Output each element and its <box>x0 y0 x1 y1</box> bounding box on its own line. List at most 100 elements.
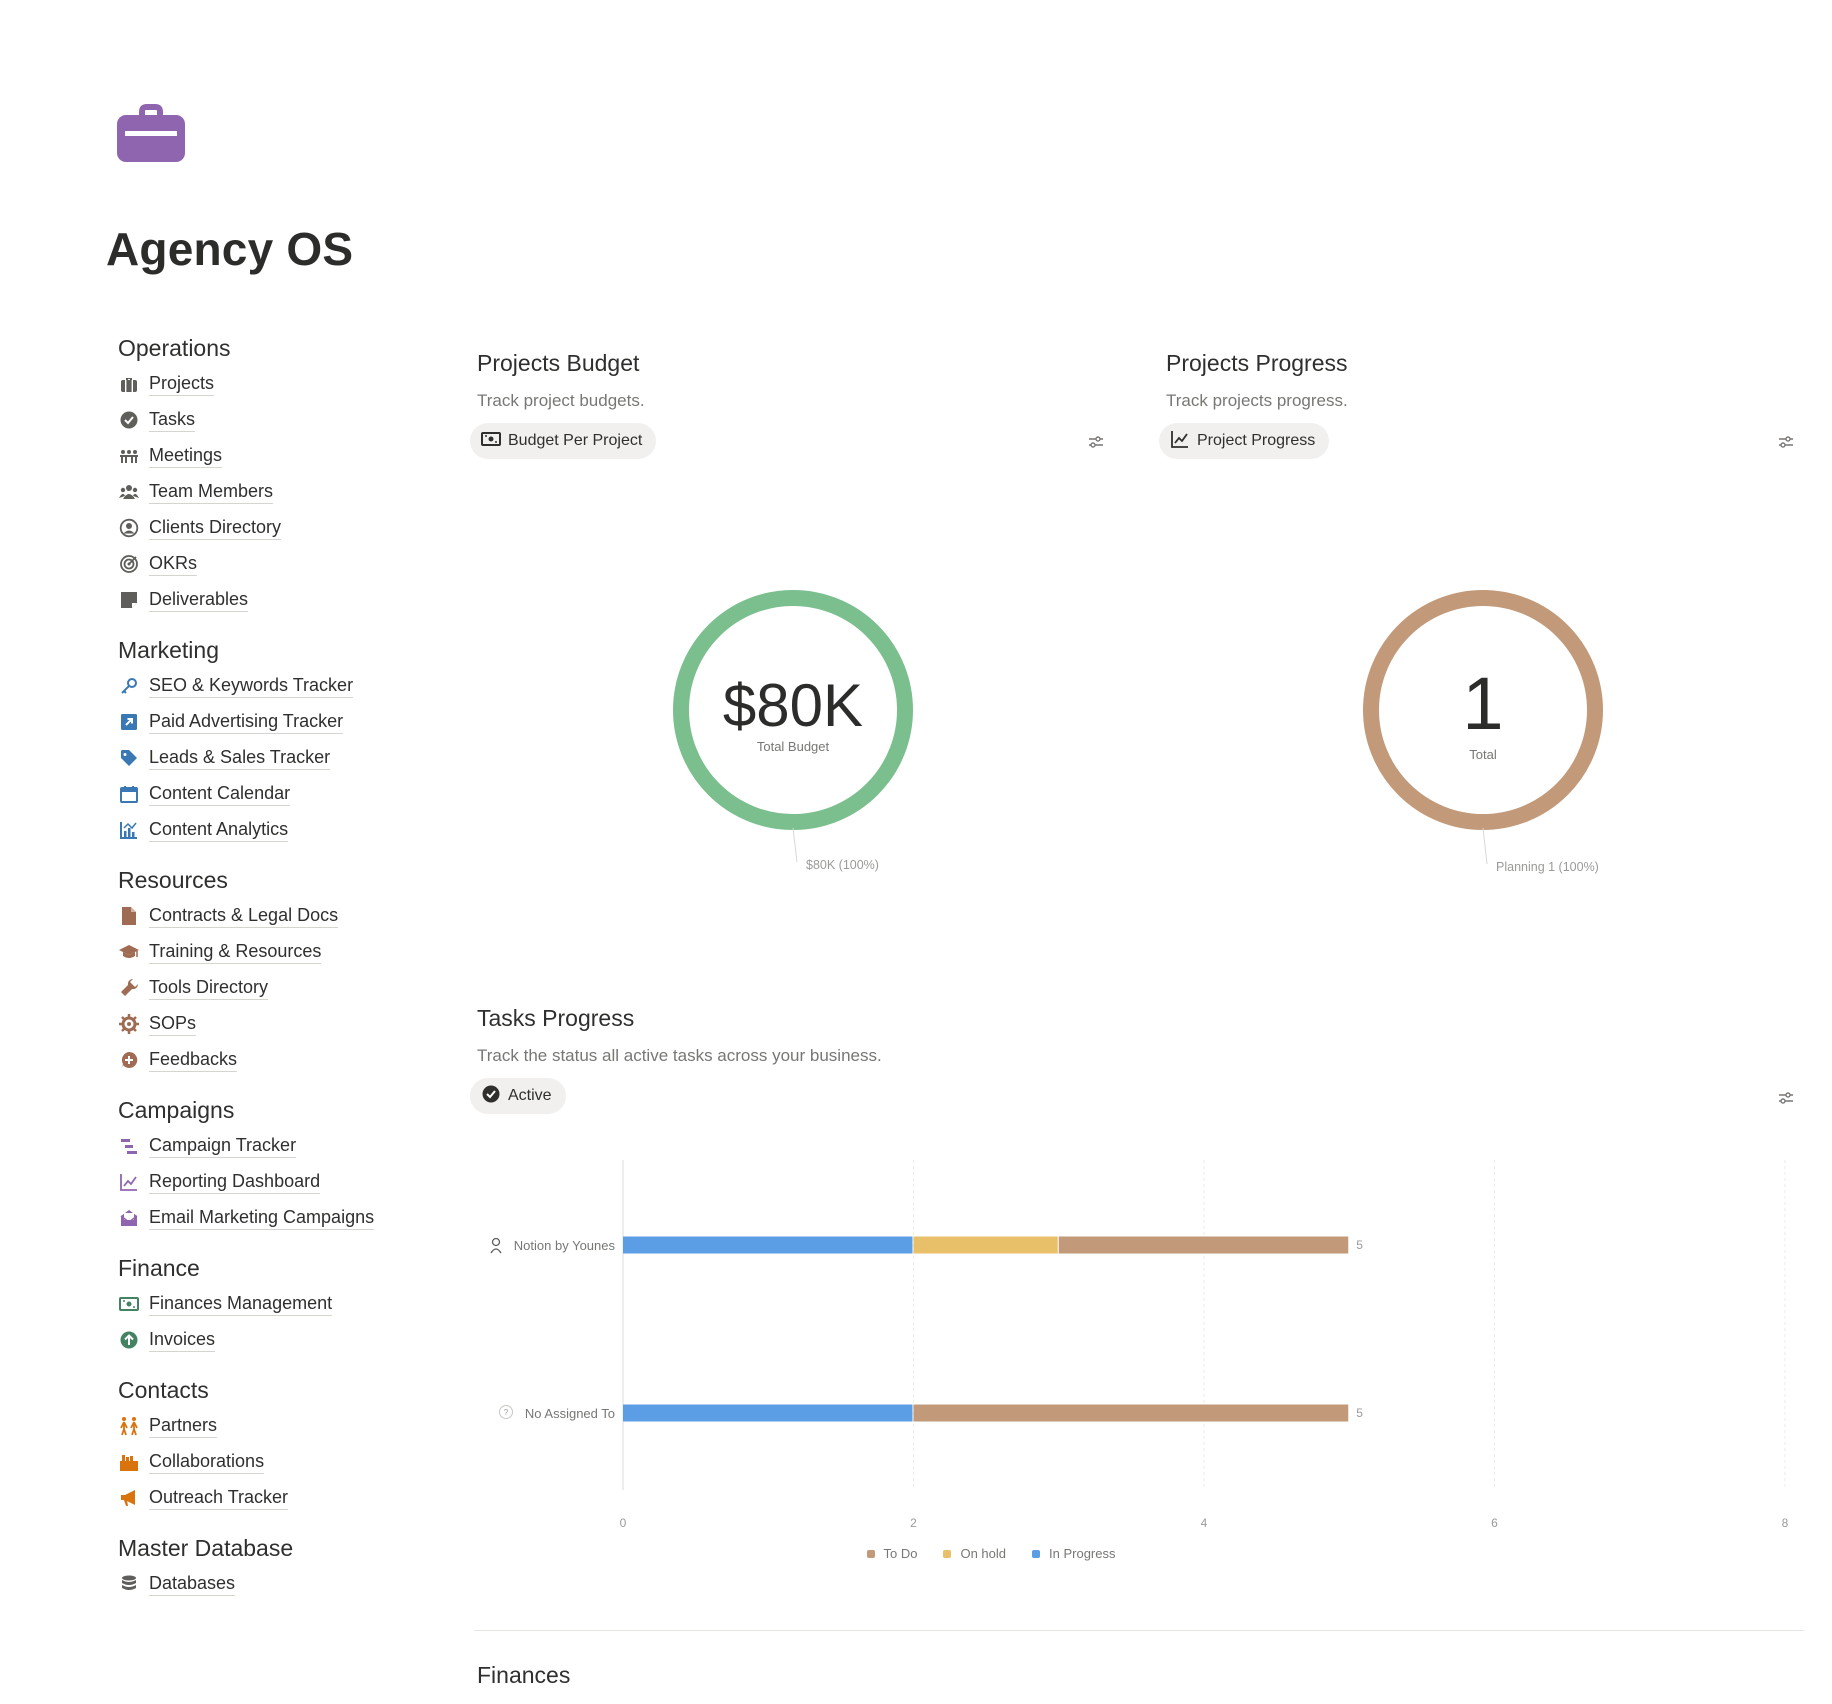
budget-total-caption: Total Budget <box>756 739 830 754</box>
tag-icon <box>118 747 140 769</box>
nav-item-label: Invoices <box>149 1328 216 1352</box>
nav-item-label: SEO & Keywords Tracker <box>149 674 354 698</box>
bar-total-label: 5 <box>1356 1238 1363 1252</box>
nav-item-okrs[interactable]: OKRs <box>118 546 418 582</box>
nav-item-label: Tasks <box>149 408 196 432</box>
nav-item-label: OKRs <box>149 552 198 576</box>
nav-item-label: Finances Management <box>149 1292 333 1316</box>
nav-section-campaigns: Campaigns Campaign Tracker Reporting Dashb… <box>118 1092 418 1236</box>
budget-settings-button[interactable] <box>1085 431 1107 453</box>
budget-widget-title: Projects Budget <box>477 350 640 376</box>
nav-item-label: Feedbacks <box>149 1048 238 1072</box>
nav-item-label: Leads & Sales Tracker <box>149 746 331 770</box>
progress-view-tab[interactable]: Project Progress <box>1159 423 1330 459</box>
nav-item-label: Collaborations <box>149 1450 265 1474</box>
nav-item-clients-directory[interactable]: Clients Directory <box>118 510 418 546</box>
budget-view-label: Budget Per Project <box>508 432 643 449</box>
progress-callout-label: Planning 1 (100%) <box>1496 860 1599 874</box>
tasks-widget-description: Track the status all active tasks across… <box>477 1046 882 1065</box>
nav-section-heading: Campaigns <box>118 1097 235 1123</box>
progress-widget-description: Track projects progress. <box>1166 391 1348 410</box>
nav-item-email-marketing-campaigns[interactable]: Email Marketing Campaigns <box>118 1200 418 1236</box>
nav-item-seo-keywords-tracker[interactable]: SEO & Keywords Tracker <box>118 668 418 704</box>
budget-donut-ring <box>673 590 913 830</box>
progress-total-caption: Total <box>1469 747 1497 762</box>
nav-section-operations: Operations Projects Tasks Meetings Team Memb… <box>118 330 418 618</box>
tasks-settings-button[interactable] <box>1775 1087 1797 1109</box>
nav-item-partners[interactable]: Partners <box>118 1408 418 1444</box>
bar-segment <box>623 1236 913 1254</box>
tasks-view-tab[interactable]: Active <box>470 1078 566 1114</box>
progress-widget-title: Projects Progress <box>1166 350 1348 376</box>
nav-item-label: SOPs <box>149 1012 197 1036</box>
timeline-icon <box>118 1135 140 1157</box>
progress-total-value: 1 <box>1462 662 1504 745</box>
nav-item-label: Email Marketing Campaigns <box>149 1206 375 1230</box>
database-icon <box>118 1573 140 1595</box>
nav-item-label: Campaign Tracker <box>149 1134 297 1158</box>
x-tick-label: 6 <box>1491 1516 1498 1530</box>
nav-item-label: Content Calendar <box>149 782 291 806</box>
tasks-bar-chart: 0 2 4 6 8 5 Notion by Younes 5 No Assigned To? <box>490 1160 1789 1530</box>
nav-item-feedbacks[interactable]: Feedbacks <box>118 1042 418 1078</box>
nav-item-label: Training & Resources <box>149 940 322 964</box>
progress-donut-ring <box>1363 590 1603 830</box>
nav-item-collaborations[interactable]: Collaborations <box>118 1444 418 1480</box>
arrow-box-icon <box>118 711 140 733</box>
nav-item-invoices[interactable]: Invoices <box>118 1322 418 1358</box>
line-chart-icon <box>1170 429 1197 454</box>
nav-item-team-members[interactable]: Team Members <box>118 474 418 510</box>
nav-item-projects[interactable]: Projects <box>118 366 418 402</box>
nav-item-meetings[interactable]: Meetings <box>118 438 418 474</box>
nav-item-content-calendar[interactable]: Content Calendar <box>118 776 418 812</box>
nav-section-marketing: Marketing SEO & Keywords Tracker Paid Adve… <box>118 632 418 848</box>
legend-swatch <box>1032 1549 1041 1558</box>
nav-item-label: Projects <box>149 372 215 396</box>
nav-item-campaign-tracker[interactable]: Campaign Tracker <box>118 1128 418 1164</box>
chart-legend: To Do On hold In Progress <box>0 1546 1832 1561</box>
nav-item-label: Deliverables <box>149 588 249 612</box>
nav-item-tasks[interactable]: Tasks <box>118 402 418 438</box>
note-icon <box>118 589 140 611</box>
x-tick-label: 2 <box>910 1516 917 1530</box>
nav-item-content-analytics[interactable]: Content Analytics <box>118 812 418 848</box>
nav-item-outreach-tracker[interactable]: Outreach Tracker <box>118 1480 418 1516</box>
nav-item-reporting-dashboard[interactable]: Reporting Dashboard <box>118 1164 418 1200</box>
calendar-icon <box>118 783 140 805</box>
nav-item-contracts-legal-docs[interactable]: Contracts & Legal Docs <box>118 898 418 934</box>
nav-item-sops[interactable]: SOPs <box>118 1006 418 1042</box>
svg-text:?: ? <box>504 1408 509 1417</box>
nav-item-label: Partners <box>149 1414 218 1438</box>
nav-item-leads-sales-tracker[interactable]: Leads & Sales Tracker <box>118 740 418 776</box>
progress-settings-button[interactable] <box>1775 431 1797 453</box>
sliders-icon <box>1779 436 1793 448</box>
briefcase-icon <box>117 100 185 162</box>
nav-item-training-resources[interactable]: Training & Resources <box>118 934 418 970</box>
line-chart-icon <box>118 1171 140 1193</box>
x-tick-label: 0 <box>620 1516 627 1530</box>
nav-section-master-database: Master Database Databases <box>118 1530 418 1602</box>
nav-section-heading: Resources <box>118 867 228 893</box>
nav-item-tools-directory[interactable]: Tools Directory <box>118 970 418 1006</box>
briefcase-icon <box>118 373 140 395</box>
check-circle-icon <box>481 1084 508 1109</box>
bar-segment <box>913 1236 1058 1254</box>
legend-item[interactable]: In Progress <box>1032 1546 1116 1561</box>
section-divider <box>474 1630 1804 1631</box>
nav-item-paid-advertising-tracker[interactable]: Paid Advertising Tracker <box>118 704 418 740</box>
nav-item-databases[interactable]: Databases <box>118 1566 418 1602</box>
arrow-up-circle-icon <box>118 1329 140 1351</box>
legend-item[interactable]: To Do <box>866 1546 917 1561</box>
nav-item-deliverables[interactable]: Deliverables <box>118 582 418 618</box>
bar-segment <box>913 1404 1349 1422</box>
budget-total-value: $80K <box>722 672 864 739</box>
legend-swatch <box>943 1549 952 1558</box>
document-icon <box>118 905 140 927</box>
chat-plus-icon <box>118 1049 140 1071</box>
money-icon <box>118 1293 140 1315</box>
y-category-label: Notion by Younes <box>514 1238 616 1253</box>
nav-item-finances-management[interactable]: Finances Management <box>118 1286 418 1322</box>
budget-view-tab[interactable]: Budget Per Project <box>470 423 657 459</box>
legend-item[interactable]: On hold <box>943 1546 1006 1561</box>
legend-label: On hold <box>960 1546 1007 1561</box>
